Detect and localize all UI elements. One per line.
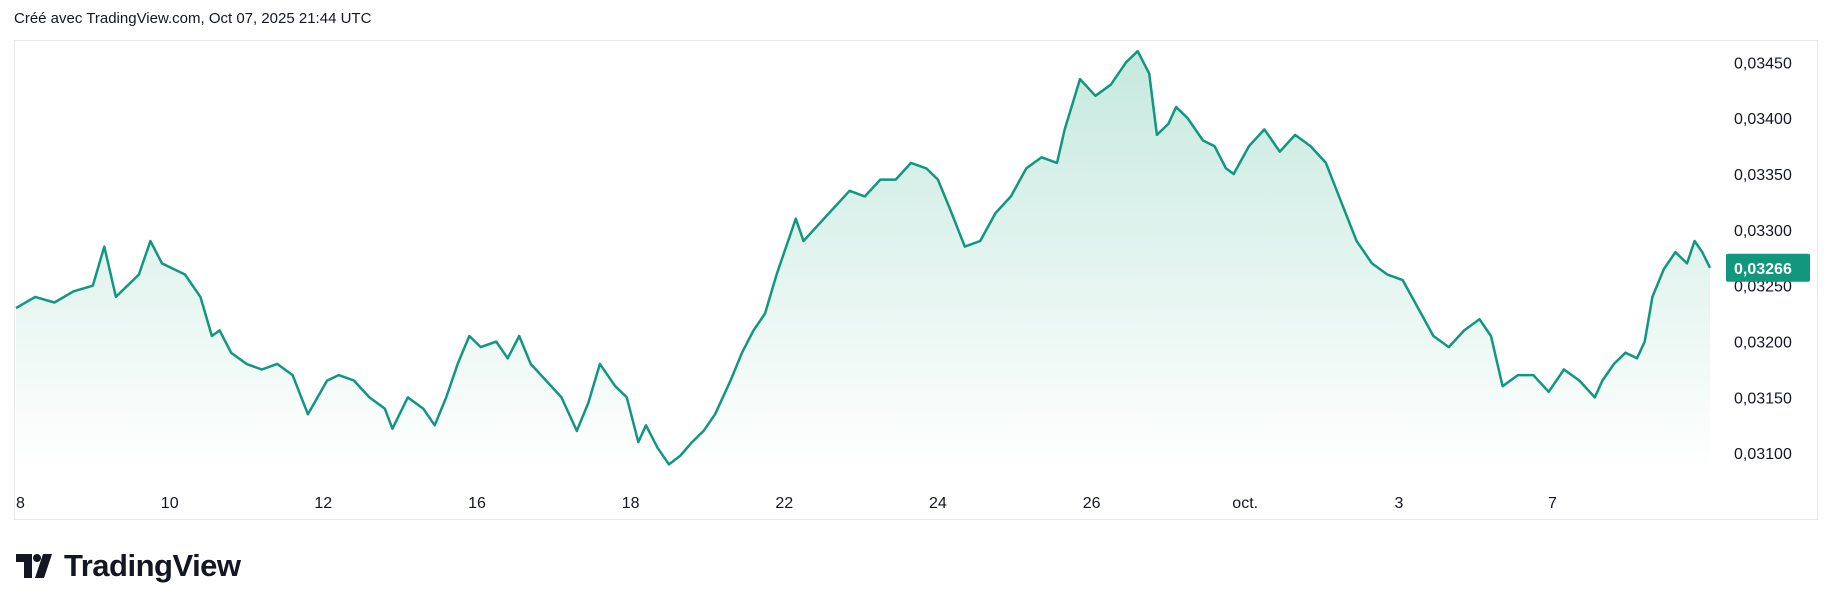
tradingview-logo-icon — [16, 554, 52, 578]
y-tick-label: 0,03450 — [1734, 55, 1792, 72]
y-tick-label: 0,03250 — [1734, 279, 1792, 296]
price-area-fill — [16, 51, 1710, 470]
chart-frame — [14, 40, 1818, 520]
x-tick-label: 18 — [622, 495, 640, 512]
x-tick-label: oct. — [1232, 495, 1258, 512]
y-tick-label: 0,03400 — [1734, 111, 1792, 128]
y-tick-label: 0,03200 — [1734, 335, 1792, 352]
x-tick-label: 10 — [161, 495, 179, 512]
x-tick-label: 8 — [16, 495, 25, 512]
x-tick-label: 24 — [929, 495, 947, 512]
x-axis: 8 10 12 16 18 22 24 26 oct. 3 7 — [16, 495, 1557, 512]
brand-name: TradingView — [64, 548, 241, 583]
last-price-label: 0,03266 — [1734, 261, 1792, 278]
y-tick-label: 0,03350 — [1734, 167, 1792, 184]
y-tick-label: 0,03300 — [1734, 223, 1792, 240]
x-tick-label: 12 — [314, 495, 332, 512]
tradingview-logo: TradingView — [16, 548, 241, 584]
x-tick-label: 7 — [1548, 495, 1557, 512]
x-tick-label: 22 — [775, 495, 793, 512]
x-tick-label: 16 — [468, 495, 486, 512]
y-tick-label: 0,03150 — [1734, 390, 1792, 407]
y-tick-label: 0,03100 — [1734, 446, 1792, 463]
x-tick-label: 3 — [1394, 495, 1403, 512]
last-price-badge — [1726, 253, 1810, 282]
x-tick-label: 26 — [1083, 495, 1101, 512]
y-axis: 0,03100 0,03150 0,03200 0,03250 0,03300 0,033… — [1734, 55, 1792, 463]
price-line — [15, 49, 1712, 466]
chart-caption: Créé avec TradingView.com, Oct 07, 2025 … — [14, 10, 372, 27]
